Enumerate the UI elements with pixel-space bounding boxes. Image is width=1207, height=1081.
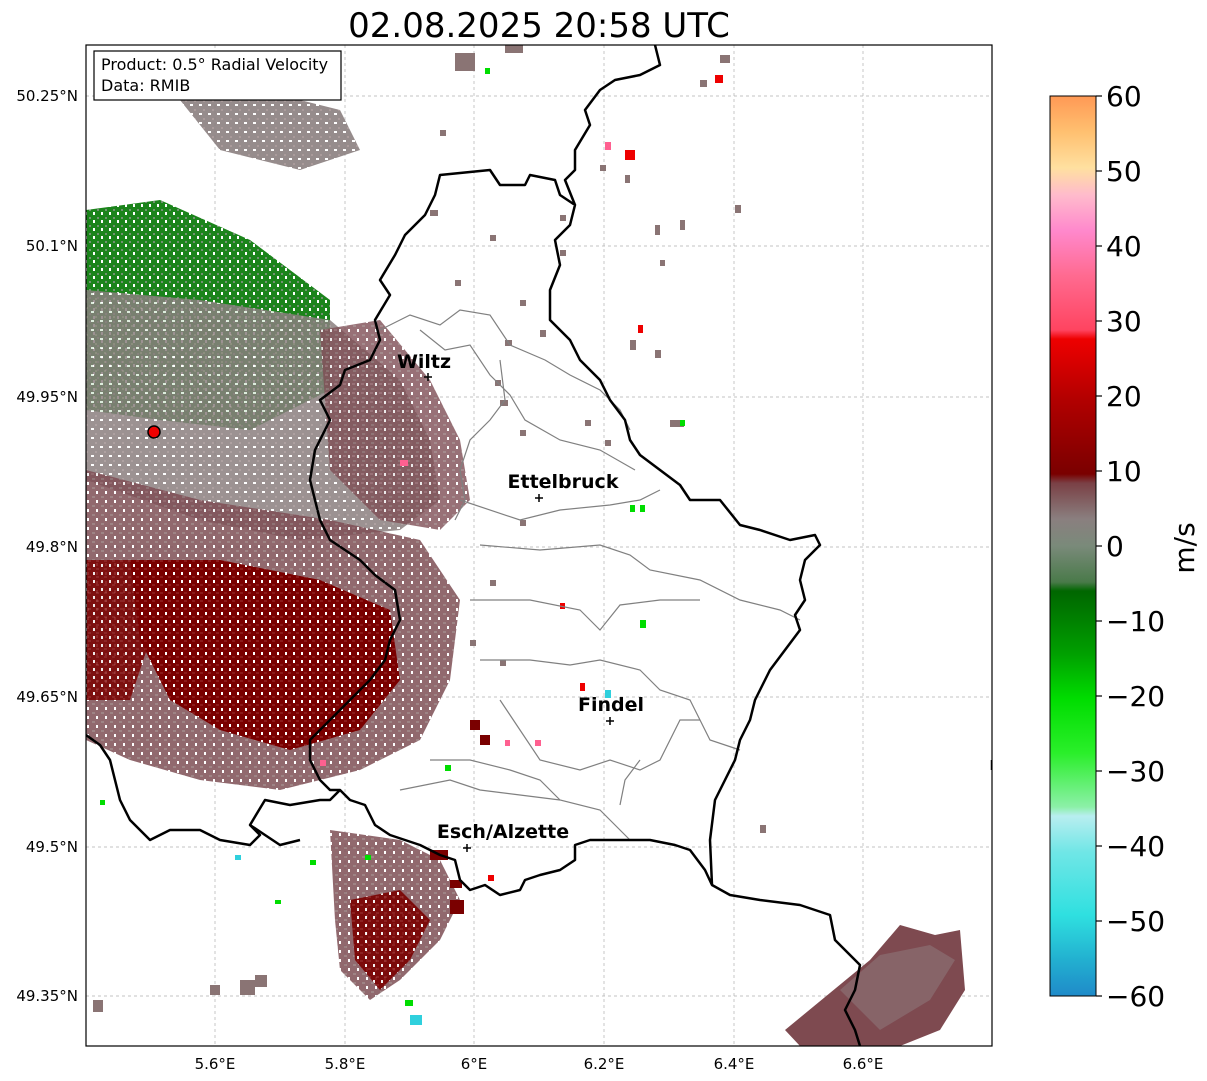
lat-tick-label: 50.25°N <box>16 87 78 105</box>
info-product: Product: 0.5° Radial Velocity <box>101 55 328 74</box>
lon-tick-label: 5.8°E <box>325 1055 366 1073</box>
lat-tick-label: 49.5°N <box>26 838 78 856</box>
colorbar-tick-label: −20 <box>1106 680 1165 713</box>
figure-title: 02.08.2025 20:58 UTC <box>348 6 730 46</box>
colorbar-tick-label: −40 <box>1106 830 1165 863</box>
colorbar-tick-label: 40 <box>1106 230 1142 263</box>
city-markers <box>424 373 614 852</box>
lon-tick-label: 6.6°E <box>843 1055 884 1073</box>
colorbar-tick-label: 60 <box>1106 80 1142 113</box>
colorbar-unit-label: m/s <box>1168 522 1201 573</box>
lat-axis: 50.25°N 50.1°N 49.95°N 49.8°N 49.65°N 49… <box>16 87 78 1005</box>
city-label-esch-alzette: Esch/Alzette <box>437 821 569 843</box>
district-borders <box>379 309 801 841</box>
colorbar-tick-label: −60 <box>1106 980 1165 1013</box>
radar-site-marker <box>147 425 161 439</box>
colorbar-tick-label: −50 <box>1106 905 1165 938</box>
lon-axis: 5.6°E 5.8°E 6°E 6.2°E 6.4°E 6.6°E <box>195 1055 884 1073</box>
lon-tick-label: 6°E <box>461 1055 488 1073</box>
info-data-source: Data: RMIB <box>101 76 190 95</box>
map-area: Wiltz Ettelbruck Findel Esch/Alzette Pro… <box>86 45 992 1046</box>
city-label-ettelbruck: Ettelbruck <box>508 471 619 493</box>
colorbar-gradient <box>1049 95 1097 997</box>
lat-tick-label: 49.35°N <box>16 987 78 1005</box>
velocity-echoes <box>86 45 965 1046</box>
colorbar-tick-label: 50 <box>1106 155 1142 188</box>
info-box: Product: 0.5° Radial Velocity Data: RMIB <box>93 50 342 101</box>
lat-tick-label: 49.95°N <box>16 388 78 406</box>
city-label-wiltz: Wiltz <box>397 351 451 373</box>
colorbar-tick-label: 20 <box>1106 380 1142 413</box>
colorbar-tick-label: 10 <box>1106 455 1142 488</box>
colorbar-tick-label: 0 <box>1106 530 1124 563</box>
lon-tick-label: 6.4°E <box>714 1055 755 1073</box>
lat-tick-label: 49.65°N <box>16 688 78 706</box>
colorbar: 60 50 40 30 20 10 0 −10 −20 −30 −40 −50 … <box>1049 80 1201 1013</box>
lat-tick-label: 49.8°N <box>26 538 78 556</box>
lon-tick-label: 6.2°E <box>584 1055 625 1073</box>
colorbar-tick-label: 30 <box>1106 305 1142 338</box>
city-label-findel: Findel <box>578 694 644 716</box>
country-borders <box>86 45 992 1046</box>
map-frame <box>85 44 993 1047</box>
colorbar-tick-label: −10 <box>1106 605 1165 638</box>
lon-tick-label: 5.6°E <box>195 1055 236 1073</box>
lat-tick-label: 50.1°N <box>26 237 78 255</box>
colorbar-tick-label: −30 <box>1106 755 1165 788</box>
